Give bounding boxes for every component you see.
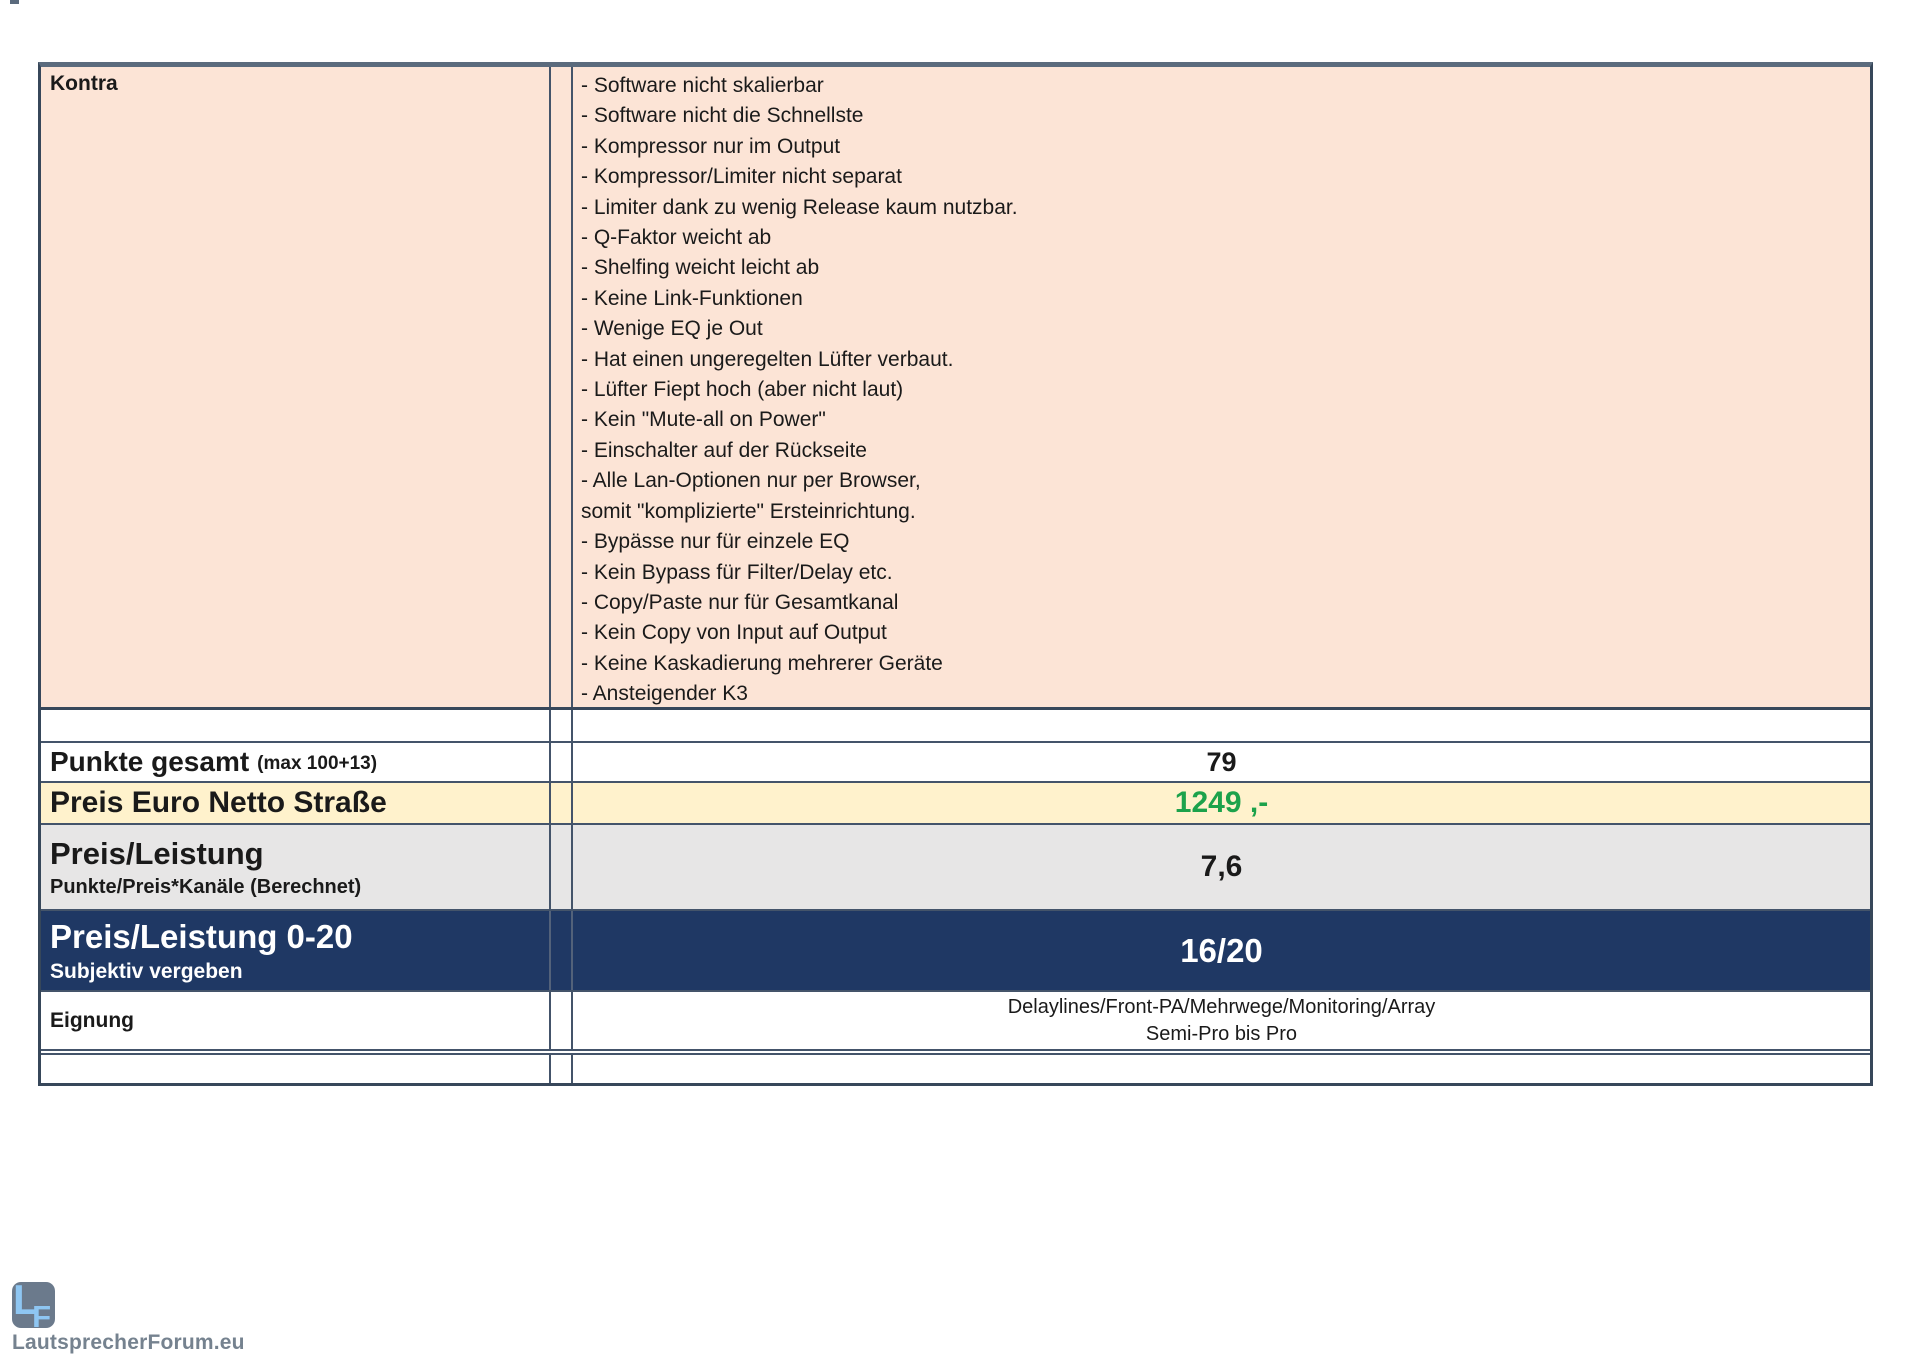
gap-column-cell xyxy=(549,783,573,823)
preis-leistung-label: Preis/Leistung xyxy=(50,836,264,871)
preis-leistung-0-20-value-cell: 16/20 xyxy=(573,911,1870,990)
table-row-kontra: Kontra - Software nicht skalierbar - Sof… xyxy=(41,67,1870,710)
preis-leistung-label-cell: Preis/Leistung Punkte/Preis*Kanäle (Bere… xyxy=(41,825,549,909)
punkte-gesamt-note: (max 100+13) xyxy=(257,753,378,774)
preis-euro-value: 1249 ,- xyxy=(1174,786,1269,819)
preis-leistung-0-20-value: 16/20 xyxy=(1180,931,1263,969)
eignung-label: Eignung xyxy=(50,1008,134,1032)
kontra-label: Kontra xyxy=(50,72,118,95)
gap-column-cell xyxy=(549,743,573,781)
punkte-gesamt-label: Punkte gesamt xyxy=(50,746,250,777)
gap-column-cell xyxy=(549,992,573,1049)
preis-leistung-0-20-label-cell: Preis/Leistung 0-20 Subjektiv vergeben xyxy=(41,911,549,990)
punkte-gesamt-value: 79 xyxy=(1206,746,1237,777)
table-row-empty xyxy=(41,1055,1870,1083)
eignung-value-cell: Delaylines/Front-PA/Mehrwege/Monitoring/… xyxy=(573,992,1870,1049)
punkte-value-cell: 79 xyxy=(573,743,1870,781)
logo-letter-l: L xyxy=(13,1276,39,1323)
table-row-preis-leistung: Preis/Leistung Punkte/Preis*Kanäle (Bere… xyxy=(41,825,1870,911)
eignung-label-cell: Eignung xyxy=(41,992,549,1049)
preis-leistung-0-20-sublabel: Subjektiv vergeben xyxy=(50,960,243,983)
rating-table: Kontra - Software nicht skalierbar - Sof… xyxy=(38,62,1873,1086)
preis-leistung-value-cell: 7,6 xyxy=(573,825,1870,909)
punkte-label-cell: Punkte gesamt (max 100+13) xyxy=(41,743,549,781)
table-row-preis-euro: Preis Euro Netto Straße 1249 ,- xyxy=(41,783,1870,825)
preis-euro-label: Preis Euro Netto Straße xyxy=(50,786,387,819)
preis-value-cell: 1249 ,- xyxy=(573,783,1870,823)
gap-column-cell xyxy=(549,67,573,707)
gap-column-cell xyxy=(549,1055,573,1083)
lautsprecherforum-logo-icon: L F xyxy=(12,1276,55,1334)
logo-letter-f: F xyxy=(32,1299,51,1334)
kontra-label-cell: Kontra xyxy=(41,67,549,707)
table-row-preis-leistung-0-20: Preis/Leistung 0-20 Subjektiv vergeben 1… xyxy=(41,911,1870,992)
gap-column-cell xyxy=(549,911,573,990)
kontra-value-cell: - Software nicht skalierbar - Software n… xyxy=(573,67,1870,707)
gap-column-cell xyxy=(549,710,573,741)
lautsprecherforum-logo-text: LautsprecherForum.eu xyxy=(12,1331,245,1354)
table-row-eignung: Eignung Delaylines/Front-PA/Mehrwege/Mon… xyxy=(41,992,1870,1055)
preis-label-cell: Preis Euro Netto Straße xyxy=(41,783,549,823)
eignung-value: Delaylines/Front-PA/Mehrwege/Monitoring/… xyxy=(1007,995,1436,1045)
preis-leistung-value: 7,6 xyxy=(1200,850,1243,883)
table-row-spacer xyxy=(41,710,1870,743)
lautsprecherforum-logo: L F LautsprecherForum.eu xyxy=(12,1276,245,1355)
preis-leistung-sublabel: Punkte/Preis*Kanäle (Berechnet) xyxy=(50,876,362,898)
cropped-content-artifact xyxy=(10,0,19,4)
kontra-items-list: - Software nicht skalierbar - Software n… xyxy=(581,74,1018,706)
gap-column-cell xyxy=(549,825,573,909)
preis-leistung-0-20-label: Preis/Leistung 0-20 xyxy=(50,918,353,955)
table-row-punkte-gesamt: Punkte gesamt (max 100+13) 79 xyxy=(41,743,1870,783)
